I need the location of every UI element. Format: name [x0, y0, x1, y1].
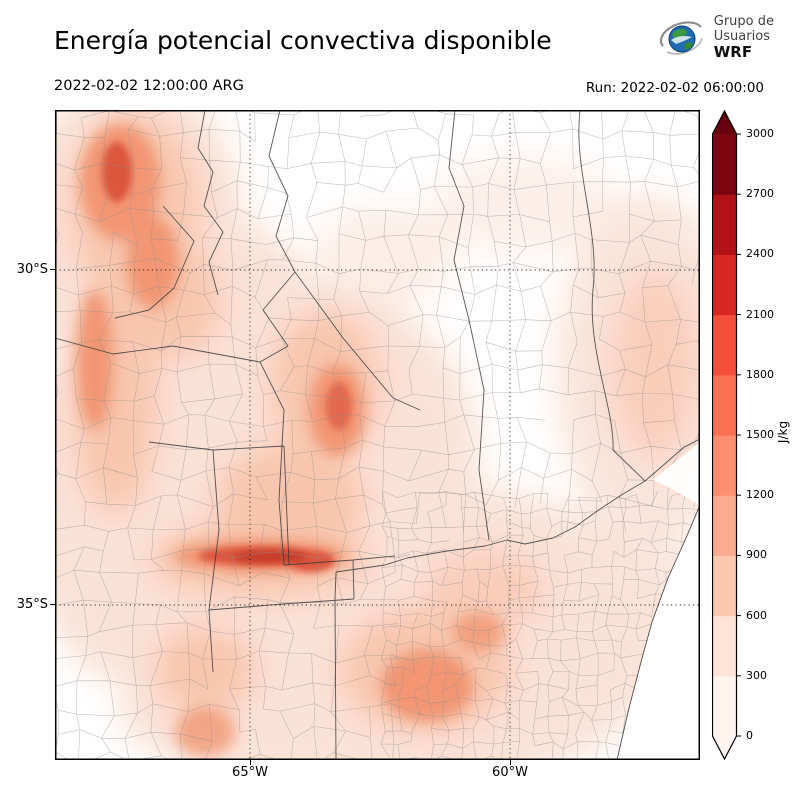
colorbar-tick-label: 2100	[746, 307, 774, 321]
lon-tick-label-60w: 60°W	[492, 765, 528, 780]
run-time-label: Run: 2022-02-02 06:00:00	[585, 80, 764, 96]
ocean	[617, 505, 700, 760]
figure-title: Energía potencial convectiva disponible	[54, 26, 552, 55]
department-boundaries-mesh	[55, 110, 700, 760]
lat-tick-mark-35s	[50, 604, 55, 605]
department-boundaries-layer	[55, 110, 700, 760]
logo-line-wrf: WRF	[713, 43, 753, 62]
rio-de-la-plata	[653, 442, 700, 506]
globe-icon	[659, 21, 703, 55]
colorbar-tick-label: 1800	[746, 367, 774, 381]
valid-time-label: 2022-02-02 12:00:00 ARG	[54, 78, 244, 94]
wrf-logo: Grupo de Usuarios WRF	[658, 14, 774, 62]
lon-tick-mark-60w	[510, 760, 511, 765]
map-panel	[55, 110, 700, 760]
lat-tick-label-35s: 35°S	[16, 597, 48, 612]
colorbar-tick-label: 3000	[746, 127, 774, 140]
wrf-logo-text: Grupo de Usuarios WRF	[713, 14, 774, 62]
logo-line-2: Usuarios	[713, 28, 770, 44]
lat-tick-label-30s: 30°S	[16, 262, 48, 277]
map-frame	[55, 110, 700, 760]
map-canvas	[55, 110, 700, 760]
coastline	[616, 504, 700, 760]
colorbar-tick-label: 300	[746, 668, 767, 682]
lon-tick-label-65w: 65°W	[232, 765, 268, 780]
colorbar-tick-labels: 0 300 600 900 1200 1500 1800 2100 2400 2700 3000	[746, 0, 792, 800]
colorbar-tick-label: 2700	[746, 187, 774, 201]
colorbar-tick-label: 0	[746, 729, 753, 742]
province-boundaries	[55, 110, 700, 760]
colorbar-tick-label: 900	[746, 548, 767, 562]
department-boundaries-mesh	[380, 490, 700, 760]
colorbar-tick-label: 2400	[746, 247, 774, 261]
colorbar-tick-label: 1500	[746, 428, 774, 441]
lon-tick-mark-65w	[250, 760, 251, 765]
logo-line-1: Grupo de	[713, 14, 774, 30]
cape-shaded-field	[55, 110, 700, 760]
colorbar-tick-label: 1200	[746, 488, 774, 502]
colorbar	[712, 110, 741, 760]
colorbar-unit-label: J/kg	[776, 420, 790, 444]
lat-tick-mark-30s	[50, 269, 55, 270]
colorbar-tick-label: 600	[746, 608, 767, 622]
